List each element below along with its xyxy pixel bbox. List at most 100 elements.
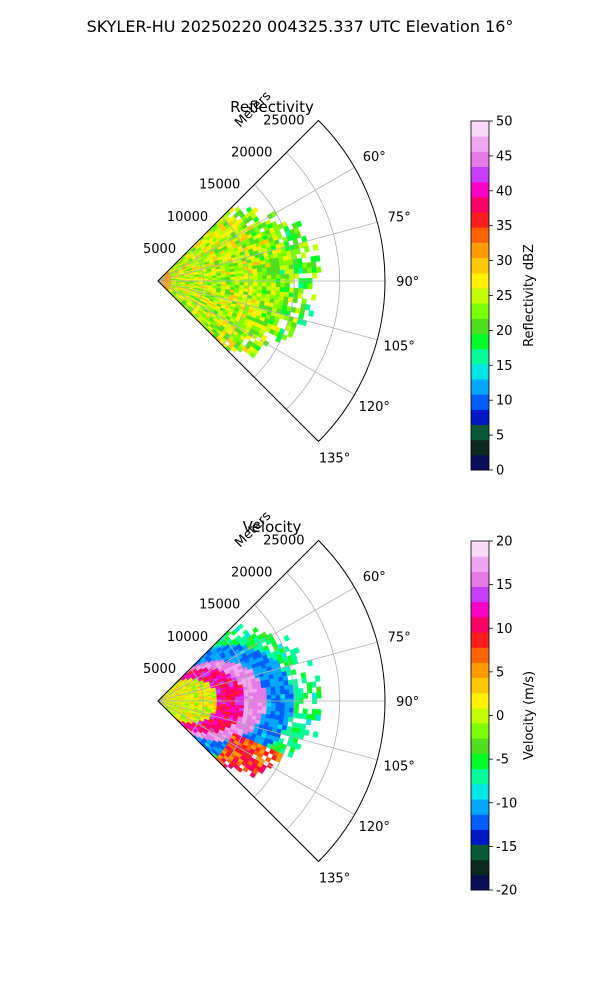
radial-tick-label: 20000	[231, 146, 272, 161]
radar-gate	[297, 288, 304, 294]
radar-gate	[257, 271, 263, 277]
radar-gate	[252, 702, 259, 707]
radar-gate	[243, 269, 249, 274]
colorbar-tick-label: 50	[496, 115, 513, 130]
radar-gate	[234, 273, 240, 278]
radar-gate	[312, 243, 319, 251]
colorbar: -20 -15 -10 -5 0 5 10 15 20 Velocity (m/s)	[470, 535, 537, 899]
radar-gate	[230, 282, 236, 286]
radar-gate	[261, 267, 267, 273]
radar-gate	[261, 706, 268, 711]
radar-gate	[298, 693, 304, 699]
radar-gate	[284, 689, 290, 695]
radar-gate	[301, 713, 308, 720]
colorbar-tick-label: -5	[496, 753, 509, 768]
colorbar-swatch	[471, 768, 489, 785]
radar-gate	[257, 691, 263, 697]
colorbar-tick-label: 45	[496, 149, 513, 164]
radar-gate	[288, 287, 295, 294]
azimuth-spoke	[157, 280, 355, 395]
radar-gate	[237, 623, 244, 630]
radar-gate	[270, 286, 277, 292]
radar-gate	[305, 719, 312, 726]
colorbar-swatch	[471, 556, 489, 572]
radar-gate	[316, 692, 322, 699]
radar-gate	[274, 685, 281, 691]
radar-gate	[274, 261, 280, 267]
angle-tick-label: 75°	[388, 210, 411, 225]
colorbar-swatch	[471, 677, 489, 694]
radar-gate	[270, 686, 276, 692]
colorbar-swatch	[471, 378, 489, 395]
radar-gate	[279, 291, 285, 297]
radar-gate	[270, 270, 277, 276]
radar-gate	[306, 713, 313, 721]
colorbar-tick-label: 5	[496, 665, 504, 680]
colorbar-tick-label: 15	[496, 359, 513, 374]
azimuth-spoke	[157, 641, 378, 702]
radar-gate	[252, 275, 259, 280]
colorbar-swatch	[471, 121, 489, 137]
radar-gate	[265, 290, 272, 296]
radar-gate	[274, 265, 281, 271]
radar-gate	[316, 686, 322, 693]
angle-tick-label: 90°	[396, 275, 419, 290]
polar-grid	[157, 152, 385, 410]
radar-gate	[212, 697, 218, 701]
radar-gate	[257, 275, 263, 280]
radar-gate	[271, 702, 277, 708]
colorbar-tick-label: 35	[496, 219, 513, 234]
radar-gate	[288, 688, 295, 695]
radar-gate	[275, 286, 281, 292]
radial-tick-label: 25000	[263, 533, 304, 548]
radial-tick-label: 5000	[143, 242, 176, 257]
radar-gate	[312, 731, 319, 739]
radar-gate	[297, 713, 303, 719]
radar-gate	[247, 269, 254, 274]
radar-gate	[316, 709, 322, 716]
radar-gate	[289, 273, 295, 279]
radar-gate	[248, 275, 254, 280]
radar-gate	[271, 694, 277, 700]
radar-gate	[252, 206, 259, 214]
colorbar-tick-label: 0	[496, 464, 504, 479]
radar-gate	[261, 691, 268, 696]
radar-gate	[275, 702, 281, 708]
radar-gate	[257, 705, 263, 711]
radar-gate	[274, 681, 280, 687]
colorbar-swatch	[471, 363, 489, 380]
colorbar-swatch	[471, 333, 489, 350]
radar-gate	[257, 285, 263, 291]
radar-gate	[279, 269, 286, 275]
radar-gate	[306, 687, 313, 694]
radar-gate	[315, 714, 322, 722]
radar-gate	[301, 677, 307, 684]
radar-gate	[262, 275, 268, 280]
colorbar-swatch	[471, 348, 489, 365]
radar-gate	[310, 294, 317, 301]
colorbar-swatch	[471, 196, 489, 213]
radar-data-field	[157, 623, 322, 779]
radar-gate	[266, 702, 272, 708]
angle-tick-label: 120°	[359, 400, 390, 415]
radar-gate	[303, 729, 310, 736]
radar-gate	[225, 274, 231, 278]
radar-gate	[252, 282, 259, 287]
radar-gate	[300, 672, 307, 679]
radar-gate	[266, 706, 272, 712]
radar-gate	[289, 703, 295, 709]
colorbar-tick-label: 0	[496, 709, 504, 724]
radar-gate	[275, 282, 281, 288]
radar-gate	[234, 276, 240, 280]
radar-gate	[275, 270, 281, 276]
colorbar-swatch	[471, 616, 489, 633]
figure-suptitle: SKYLER-HU 20250220 004325.337 UTC Elevat…	[87, 17, 514, 36]
radar-gate	[297, 263, 303, 269]
radar-gate	[284, 702, 290, 709]
radar-gate	[265, 686, 272, 692]
azimuth-spoke	[157, 700, 378, 761]
radar-gate	[310, 714, 317, 721]
colorbar-swatch	[471, 212, 489, 228]
radar-gate	[284, 269, 290, 275]
radar-gate	[311, 692, 318, 699]
